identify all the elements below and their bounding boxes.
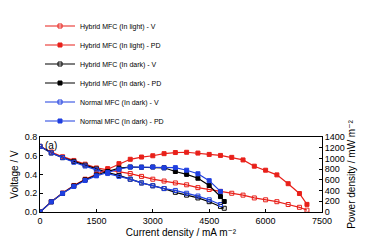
svg-text:0.0: 0.0 <box>25 207 38 217</box>
svg-text:0: 0 <box>37 216 42 226</box>
svg-text:600: 600 <box>325 175 340 185</box>
svg-text:Hybrid MFC (In dark) - V: Hybrid MFC (In dark) - V <box>80 61 157 69</box>
svg-text:Normal MFC (In dark) - V: Normal MFC (In dark) - V <box>80 99 159 107</box>
svg-text:0.4: 0.4 <box>25 170 38 180</box>
svg-text:1000: 1000 <box>325 154 345 164</box>
svg-text:1200: 1200 <box>325 143 345 153</box>
svg-text:6000: 6000 <box>256 216 276 226</box>
svg-text:0: 0 <box>325 207 330 217</box>
svg-text:(a): (a) <box>45 140 57 151</box>
svg-text:4500: 4500 <box>199 216 219 226</box>
svg-text:7500: 7500 <box>312 216 332 226</box>
svg-text:400: 400 <box>325 186 340 196</box>
svg-text:Voltage / V: Voltage / V <box>9 150 20 199</box>
svg-text:800: 800 <box>325 164 340 174</box>
svg-text:0.2: 0.2 <box>25 188 38 198</box>
svg-text:0.8: 0.8 <box>25 132 38 142</box>
svg-text:Hybrid MFC (In dark) - PD: Hybrid MFC (In dark) - PD <box>80 80 161 88</box>
svg-text:1500: 1500 <box>86 216 106 226</box>
svg-text:Power density / mW m⁻²: Power density / mW m⁻² <box>346 120 357 229</box>
svg-text:0.6: 0.6 <box>25 151 38 161</box>
svg-text:Hybrid MFC (In light) - PD: Hybrid MFC (In light) - PD <box>80 42 161 50</box>
svg-text:3000: 3000 <box>143 216 163 226</box>
svg-text:200: 200 <box>325 196 340 206</box>
svg-text:1400: 1400 <box>325 132 345 142</box>
svg-text:Hybrid MFC (In light) - V: Hybrid MFC (In light) - V <box>80 23 156 31</box>
svg-text:Current density / mA m⁻²: Current density / mA m⁻² <box>126 227 237 238</box>
svg-text:Normal MFC (In dark) - PD: Normal MFC (In dark) - PD <box>80 118 164 126</box>
